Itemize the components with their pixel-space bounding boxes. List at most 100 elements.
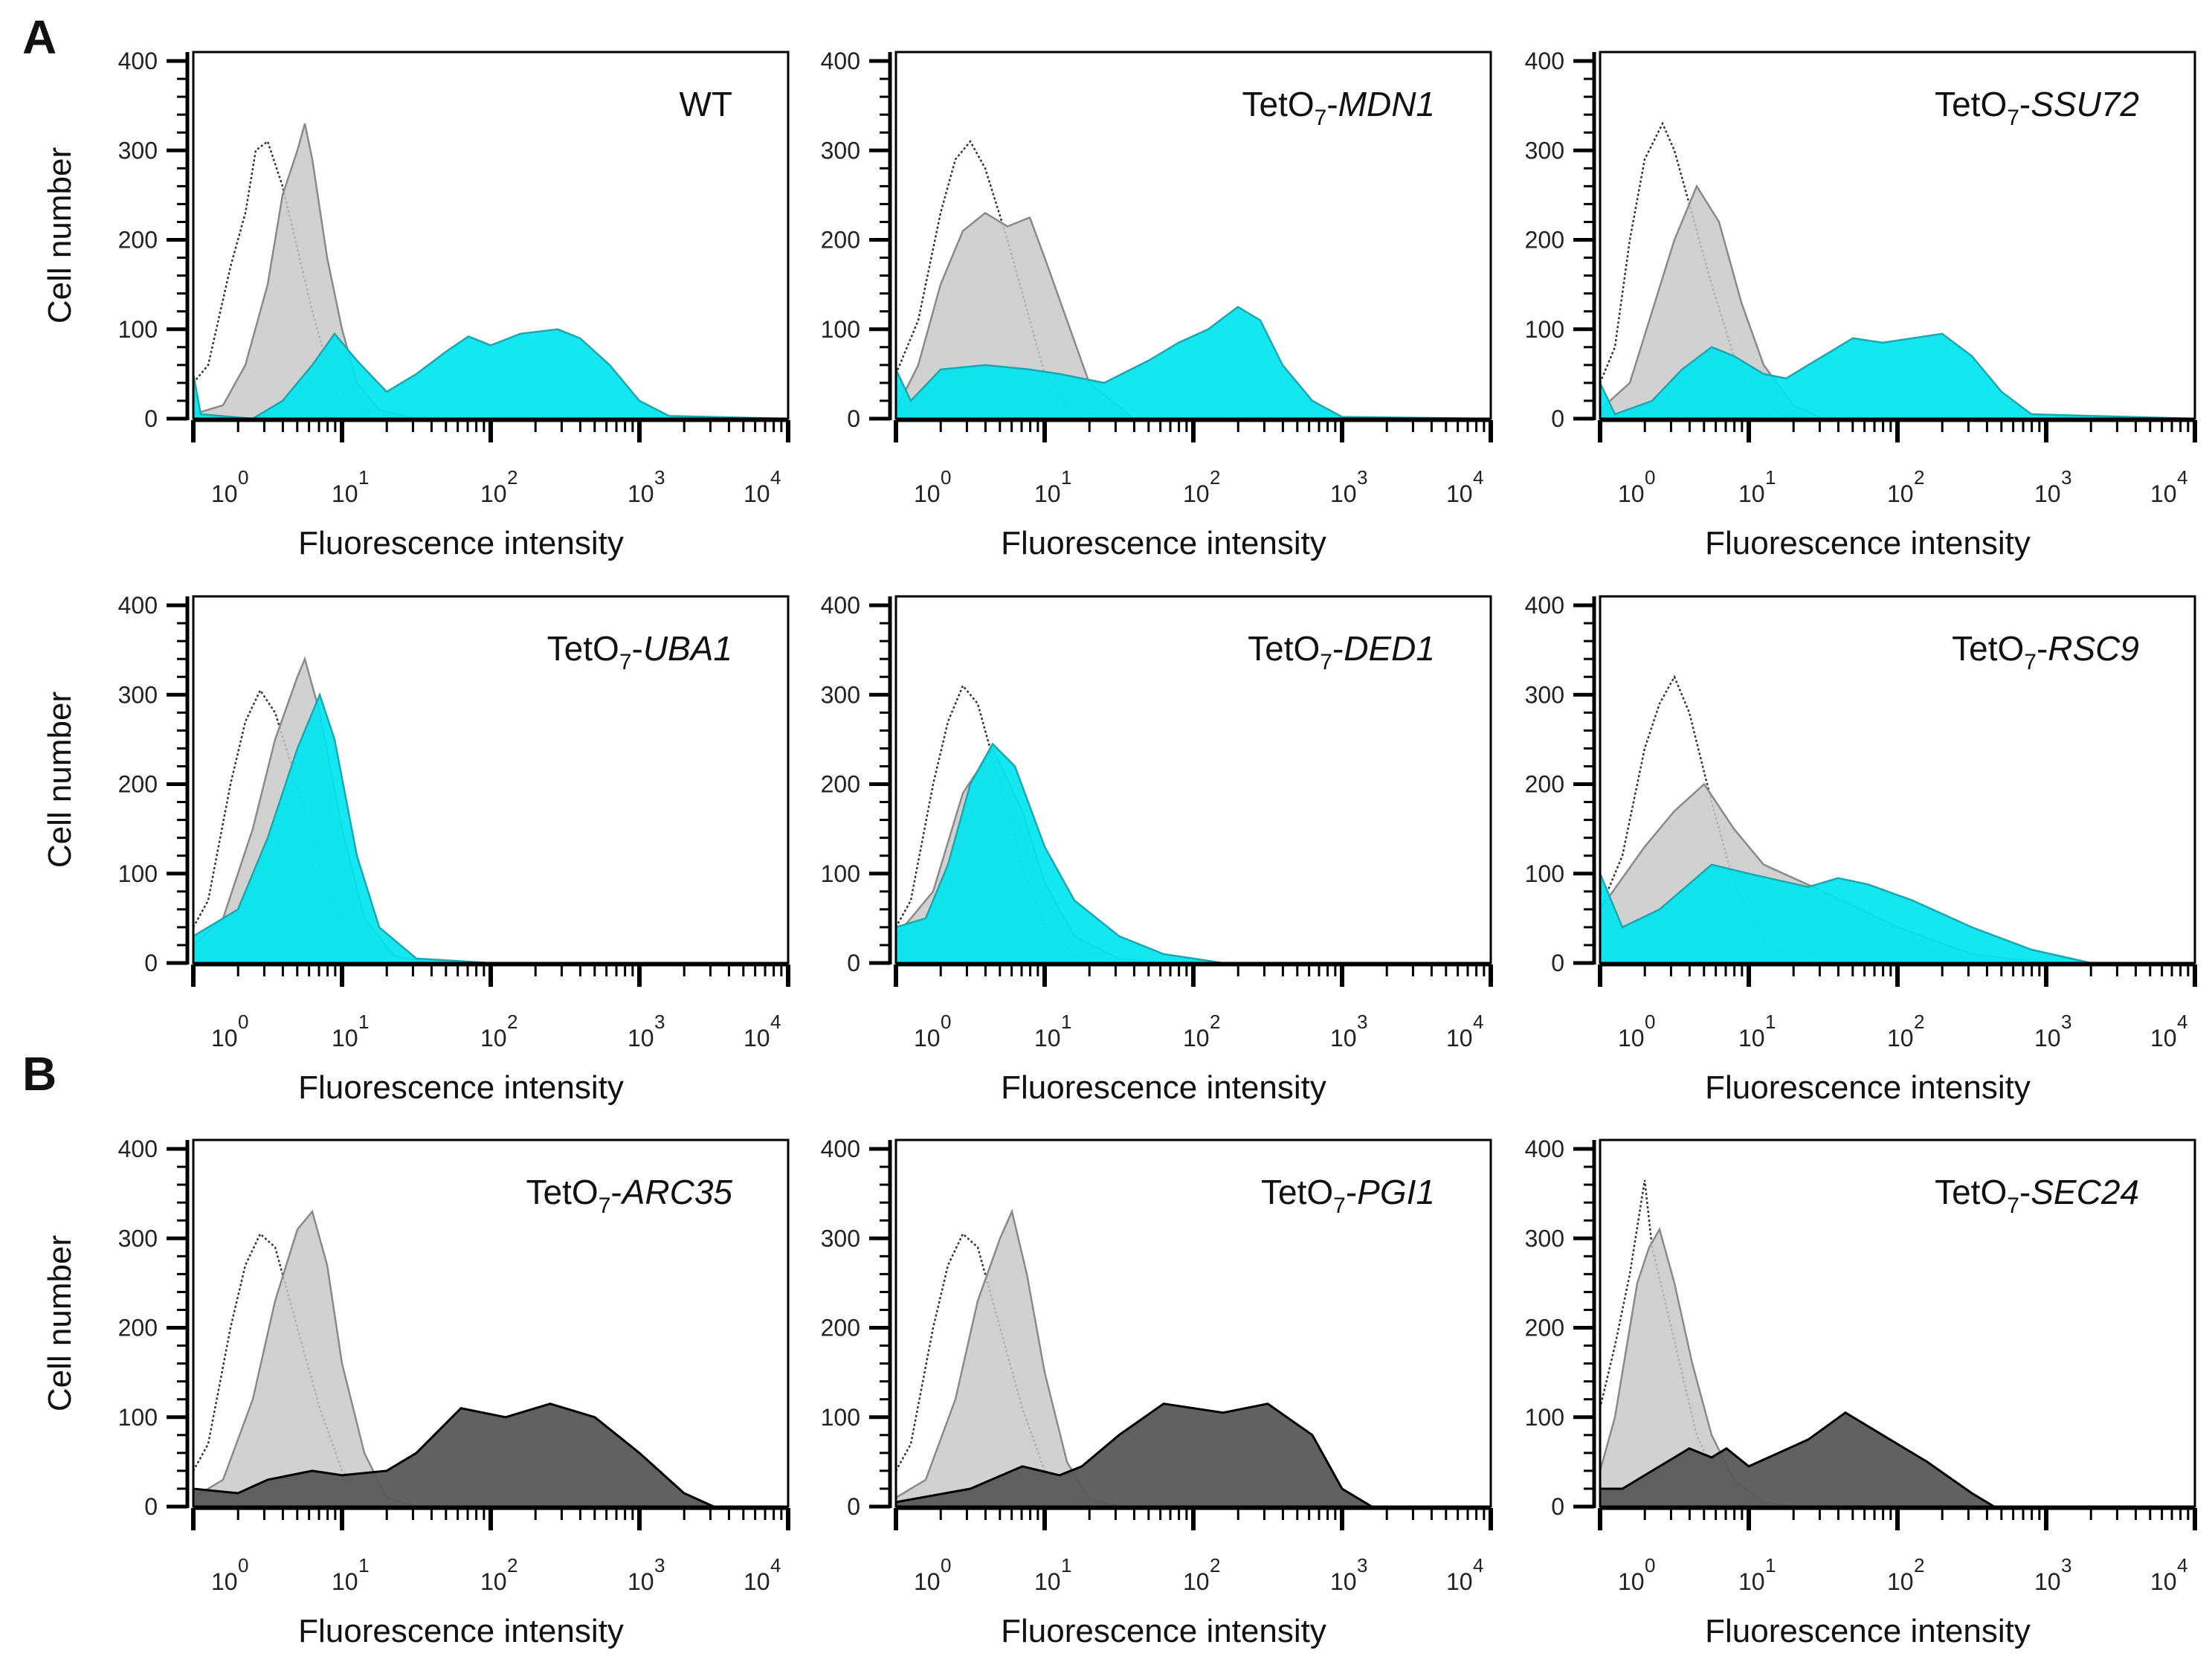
title-gene: UBA1: [643, 629, 732, 668]
y-tick-label: 0: [1551, 1493, 1564, 1520]
x-tick-exponent: 0: [238, 466, 248, 489]
x-tick-exponent: 2: [507, 1011, 517, 1033]
x-tick-exponent: 0: [238, 1011, 248, 1033]
y-tick-label: 300: [1525, 137, 1564, 164]
x-tick-base: 10: [914, 1025, 941, 1051]
x-tick-base: 10: [332, 1568, 358, 1595]
x-tick-base: 10: [1618, 1025, 1645, 1051]
title-subscript: 7: [2024, 650, 2037, 674]
x-tick-base: 10: [914, 1568, 941, 1595]
y-tick-label: 200: [1525, 1315, 1564, 1341]
x-tick-exponent: 4: [1473, 1554, 1483, 1576]
x-tick-base: 10: [628, 1025, 654, 1051]
histogram-strain: [1599, 863, 2195, 964]
title-gene: PGI1: [1357, 1173, 1435, 1211]
x-tick-exponent: 3: [654, 466, 665, 489]
title-prefix: TetO: [1952, 629, 2024, 668]
y-tick-label: 100: [1525, 316, 1564, 343]
y-tick-label: 0: [144, 950, 158, 976]
x-tick-base: 10: [480, 1568, 507, 1595]
x-tick-base: 10: [332, 1025, 358, 1051]
x-tick-base: 10: [211, 480, 238, 507]
x-tick-base: 10: [2150, 480, 2177, 507]
x-tick-exponent: 1: [1061, 466, 1071, 489]
x-tick-exponent: 0: [1645, 1554, 1655, 1576]
histogram-panel: 0100200300400100101102103104Fluorescence…: [821, 48, 1493, 561]
y-tick-label: 300: [118, 681, 158, 708]
y-axis-label: Cell number: [42, 692, 78, 868]
y-tick-label: 200: [821, 771, 860, 798]
title-prefix: TetO: [1261, 1173, 1333, 1211]
x-tick-base: 10: [1887, 480, 1914, 507]
histogram-panel: 0100200300400100101102103104Fluorescence…: [1525, 592, 2197, 1106]
y-axis-label: Cell number: [42, 147, 78, 323]
x-tick-exponent: 1: [358, 1554, 369, 1576]
x-tick-base: 10: [1887, 1025, 1914, 1051]
y-tick-label: 200: [1525, 771, 1564, 798]
x-tick-base: 10: [1034, 1025, 1061, 1051]
x-tick-exponent: 2: [1914, 466, 1924, 489]
x-tick-base: 10: [2150, 1025, 2177, 1051]
x-axis-label: Fluorescence intensity: [298, 1613, 624, 1649]
title-dash: -: [1326, 85, 1338, 123]
y-tick-label: 100: [118, 316, 158, 343]
histogram-strain: [894, 742, 1491, 964]
y-tick-label: 100: [821, 1404, 860, 1431]
panel-title: TetO7-MDN1: [1242, 85, 1435, 130]
panel-title: TetO7-ARC35: [526, 1173, 733, 1218]
title-dash: -: [2019, 85, 2031, 123]
x-tick-exponent: 4: [2177, 466, 2187, 489]
histogram-strain: [1599, 1411, 2195, 1508]
x-tick-exponent: 1: [1765, 1554, 1776, 1576]
histogram-panel: 0100200300400100101102103104Fluorescence…: [42, 1136, 790, 1649]
x-tick-base: 10: [480, 1025, 507, 1051]
title-prefix: TetO: [1935, 85, 2007, 123]
x-tick-exponent: 2: [507, 466, 517, 489]
x-tick-base: 10: [1330, 1025, 1357, 1051]
panel-letter-b: B: [22, 1047, 57, 1101]
title-subscript: 7: [1320, 650, 1332, 674]
x-tick-base: 10: [1330, 1568, 1357, 1595]
y-tick-label: 300: [1525, 681, 1564, 708]
y-tick-label: 400: [118, 592, 158, 619]
y-tick-label: 400: [1525, 592, 1564, 619]
x-tick-base: 10: [2034, 1025, 2061, 1051]
title-gene: RSC9: [2048, 629, 2139, 668]
x-tick-exponent: 1: [1061, 1554, 1071, 1576]
x-tick-base: 10: [744, 1025, 770, 1051]
x-tick-base: 10: [1183, 480, 1210, 507]
x-tick-exponent: 2: [1210, 466, 1220, 489]
x-tick-base: 10: [1034, 480, 1061, 507]
x-axis-label: Fluorescence intensity: [1001, 1613, 1326, 1649]
x-tick-base: 10: [1183, 1025, 1210, 1051]
x-tick-exponent: 2: [1210, 1011, 1220, 1033]
title-prefix: TetO: [1242, 85, 1314, 123]
x-tick-exponent: 1: [1765, 466, 1776, 489]
x-tick-exponent: 1: [358, 466, 369, 489]
x-tick-exponent: 4: [1473, 466, 1483, 489]
histogram-strain: [192, 1402, 788, 1508]
title-prefix: TetO: [1935, 1173, 2007, 1211]
y-tick-label: 300: [118, 137, 158, 164]
panel-title: TetO7-UBA1: [547, 629, 732, 674]
title-subscript: 7: [2007, 106, 2019, 130]
y-tick-label: 100: [118, 860, 158, 887]
x-axis-label: Fluorescence intensity: [1705, 1069, 2031, 1106]
y-tick-label: 0: [847, 950, 860, 976]
histogram-strain: [192, 328, 789, 420]
x-tick-base: 10: [1738, 480, 1765, 507]
y-tick-label: 100: [821, 860, 860, 887]
y-tick-label: 400: [821, 592, 860, 619]
y-tick-label: 200: [1525, 227, 1564, 254]
title-prefix: WT: [679, 85, 732, 123]
x-tick-exponent: 1: [358, 1011, 369, 1033]
title-prefix: TetO: [547, 629, 619, 668]
x-tick-base: 10: [1618, 1568, 1645, 1595]
x-tick-exponent: 4: [2177, 1554, 2187, 1576]
y-tick-label: 0: [1551, 950, 1564, 976]
y-tick-label: 200: [821, 227, 860, 254]
x-tick-base: 10: [744, 480, 770, 507]
y-tick-label: 300: [821, 681, 860, 708]
panel-title: WT: [679, 85, 732, 123]
